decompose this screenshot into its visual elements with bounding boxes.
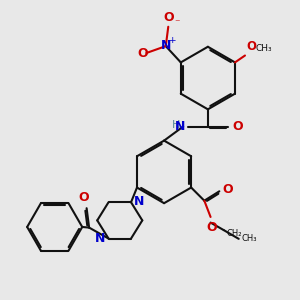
Text: ⁻: ⁻	[175, 18, 180, 28]
Text: O: O	[207, 221, 218, 234]
Text: O: O	[223, 183, 233, 196]
Text: O: O	[79, 191, 89, 204]
Text: O: O	[164, 11, 174, 24]
Text: N: N	[134, 195, 144, 208]
Text: O: O	[247, 40, 256, 53]
Text: H: H	[172, 120, 181, 130]
Text: CH₃: CH₃	[256, 44, 273, 53]
Text: N: N	[161, 39, 172, 52]
Text: +: +	[168, 36, 175, 45]
Text: CH₃: CH₃	[241, 234, 257, 243]
Text: O: O	[137, 46, 148, 59]
Text: N: N	[95, 232, 106, 245]
Text: CH₂: CH₂	[227, 229, 242, 238]
Text: O: O	[232, 120, 243, 133]
Text: N: N	[175, 120, 185, 133]
